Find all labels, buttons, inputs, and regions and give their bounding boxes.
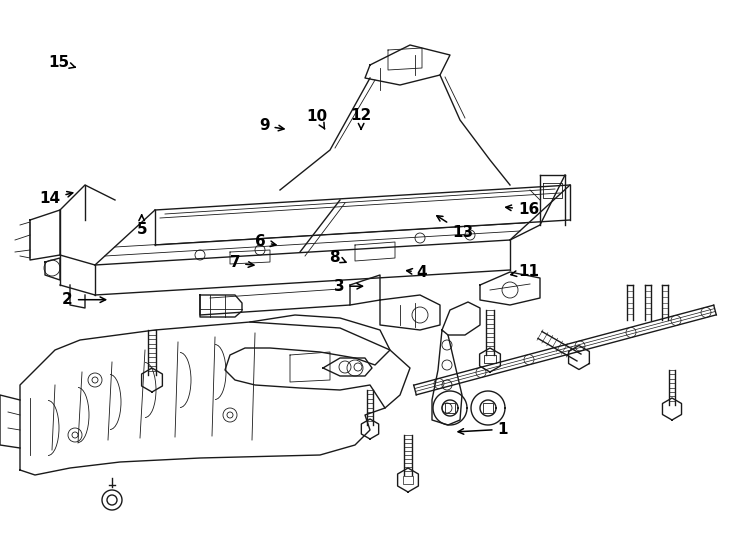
Bar: [483, 403, 493, 413]
Text: 4: 4: [407, 265, 427, 280]
Text: 6: 6: [255, 234, 276, 249]
Bar: [484, 355, 496, 363]
Text: 10: 10: [307, 109, 327, 129]
Bar: [445, 403, 455, 413]
Text: 1: 1: [458, 422, 508, 437]
Text: 14: 14: [40, 191, 73, 206]
Bar: [403, 476, 413, 484]
Text: 16: 16: [506, 202, 539, 217]
Text: 9: 9: [259, 118, 284, 133]
Text: 13: 13: [437, 215, 473, 240]
Text: 11: 11: [511, 264, 539, 279]
Text: 5: 5: [137, 215, 147, 237]
Text: 15: 15: [48, 55, 76, 70]
Text: 8: 8: [329, 249, 346, 265]
Text: 3: 3: [334, 279, 363, 294]
Text: 12: 12: [351, 107, 371, 129]
Text: 2: 2: [62, 292, 106, 307]
Text: 7: 7: [230, 255, 254, 271]
